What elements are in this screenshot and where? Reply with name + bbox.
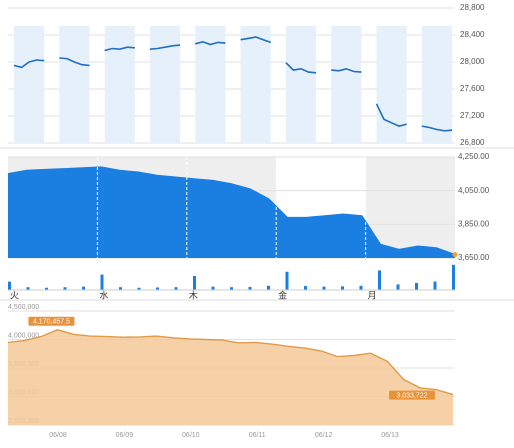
volume-bar (137, 287, 141, 290)
volume-bar (26, 287, 30, 290)
volume-bar (45, 287, 48, 290)
x-tick-label: 木 (189, 289, 198, 300)
volume-bar (285, 271, 289, 290)
session-band (331, 26, 362, 143)
y-tick-label: 4,000,000 (8, 332, 39, 339)
volume-bar (8, 281, 11, 290)
volume-bar (359, 285, 363, 290)
area-fill (8, 167, 455, 258)
y-tick-label: 4,050.00 (458, 186, 490, 195)
session-band (285, 26, 317, 143)
volume-bar (322, 286, 326, 290)
y-tick-label: 3,850.00 (458, 219, 490, 228)
x-tick-label: 06/11 (249, 432, 266, 439)
volume-bar (174, 287, 178, 290)
annotation: 4,170,457.5 (33, 319, 70, 326)
session-band (421, 26, 452, 143)
volume-bar (378, 270, 381, 290)
x-tick-label: 金 (278, 289, 287, 300)
annotation: 3,033,722 (396, 392, 427, 399)
volume-bar (211, 286, 215, 290)
session-band (104, 26, 135, 143)
area-line (7, 329, 454, 396)
volume-bar (304, 286, 307, 290)
session-band (149, 26, 181, 143)
volume-bar (119, 287, 122, 290)
volume-bar (415, 283, 418, 290)
x-tick-label: 火 (10, 290, 19, 300)
volume-bar (193, 276, 196, 290)
session-band (195, 26, 226, 143)
x-tick-label: 06/12 (315, 432, 333, 439)
area-line (7, 166, 456, 256)
x-tick-label: 06/08 (49, 432, 67, 439)
volume-bar (230, 287, 233, 290)
x-tick-label: 06/13 (381, 432, 399, 439)
x-tick-label: 月 (368, 290, 377, 300)
y-tick-label: 4,250.00 (458, 152, 490, 161)
volume-bar (452, 264, 455, 290)
y-tick-label: 27,600 (460, 84, 485, 93)
volume-bar (267, 285, 270, 290)
volume-bar (82, 286, 85, 290)
last-point (452, 252, 458, 258)
annotation-box (389, 390, 435, 400)
y-tick-label: 4,500,000 (8, 304, 39, 311)
volume-bar (63, 287, 67, 290)
price-line (13, 36, 453, 132)
y-tick-label: 3,650.00 (458, 253, 490, 262)
session-band (14, 26, 45, 143)
session-band (240, 26, 271, 143)
volume-bar (156, 287, 159, 290)
y-tick-label: 26,800 (460, 138, 485, 147)
x-tick-label: 06/09 (116, 432, 134, 439)
area-fill (8, 329, 453, 425)
annotation-box (28, 316, 75, 326)
session-band (59, 26, 90, 143)
volume-bar (341, 286, 344, 290)
y-tick-label: 28,400 (460, 30, 485, 39)
volume-bar (248, 286, 252, 290)
x-tick-label: 06/10 (182, 432, 200, 439)
volume-bar (433, 281, 437, 290)
y-tick-label: 27,200 (460, 111, 485, 120)
y-tick-label: 28,000 (460, 57, 485, 66)
volume-bar (396, 284, 400, 290)
x-tick-label: 水 (99, 289, 108, 300)
volume-bar (100, 274, 104, 290)
y-tick-label: 28,800 (460, 3, 485, 12)
